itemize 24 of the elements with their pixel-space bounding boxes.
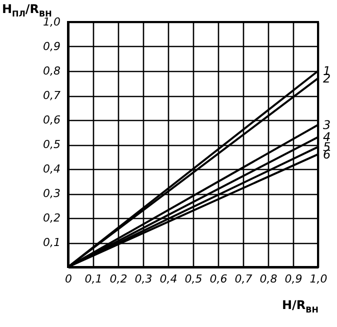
x-tick-label: 0,6 xyxy=(210,272,228,286)
y-axis-title: H$_{ПЛ}$/R$_{ВН}$ xyxy=(2,2,52,18)
y-tick-label: 0,7 xyxy=(43,89,60,102)
x-tick-label: 0,2 xyxy=(110,272,128,286)
x-tick-label: 0,5 xyxy=(184,272,202,286)
x-tick-label: 0,3 xyxy=(134,272,152,286)
x-tick-label: 1,0 xyxy=(310,272,328,286)
y-tick-label: 0,3 xyxy=(43,187,60,200)
x-axis-title: H/R$_{ВН}$ xyxy=(282,298,318,316)
x-tick-label: 0,4 xyxy=(160,272,178,286)
series-label: 3 xyxy=(323,118,331,132)
y-tick-label: 0,5 xyxy=(43,138,60,151)
x-tick-label: 0,7 xyxy=(234,272,252,286)
y-tick-label: 0,9 xyxy=(43,40,60,53)
y-tick-label: 0,6 xyxy=(43,114,60,126)
y-tick-label: 0,1 xyxy=(43,236,60,249)
x-tick-label: 0,1 xyxy=(84,272,102,286)
y-tick-label: 1,0 xyxy=(43,16,60,28)
y-tick-label: 0,4 xyxy=(43,162,60,176)
x-tick-label: 0,8 xyxy=(260,272,278,286)
x-tick-label: 0,9 xyxy=(284,272,302,286)
y-tick-label: 0,8 xyxy=(43,64,60,78)
x-tick-label: 0 xyxy=(65,272,72,286)
y-tick-label: 0,2 xyxy=(43,212,60,224)
